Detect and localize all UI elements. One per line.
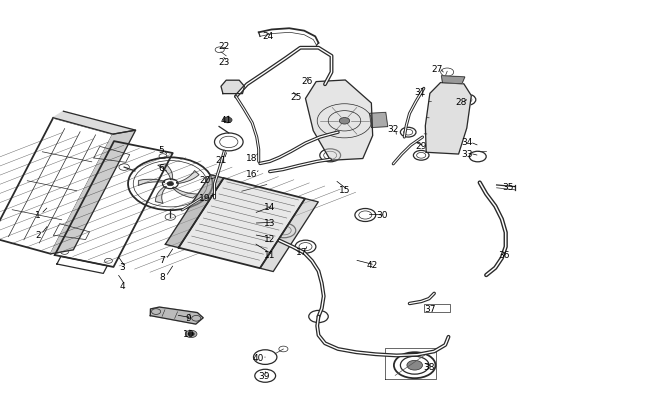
Text: 11: 11 [264,251,276,260]
Text: 30: 30 [376,211,388,220]
Text: 15: 15 [339,186,350,195]
Polygon shape [150,307,203,324]
Polygon shape [441,77,465,85]
Polygon shape [221,81,244,94]
Text: 6: 6 [159,164,164,173]
Text: 35: 35 [502,183,514,192]
Polygon shape [53,112,136,135]
Circle shape [162,179,178,189]
Circle shape [223,118,232,124]
Circle shape [167,182,174,186]
Polygon shape [370,113,387,128]
Polygon shape [51,131,136,254]
Text: 9: 9 [186,313,191,322]
Text: 41: 41 [220,116,232,125]
Text: 8: 8 [160,273,165,281]
Text: 24: 24 [263,32,274,41]
Text: 3: 3 [120,263,125,272]
Text: 13: 13 [264,218,276,227]
Text: 22: 22 [218,42,229,51]
Text: 14: 14 [264,202,276,211]
Text: 27: 27 [431,64,443,73]
Text: 23: 23 [218,58,229,67]
Polygon shape [165,175,224,248]
Polygon shape [158,164,172,180]
Text: 34: 34 [461,138,473,147]
Text: 33: 33 [461,149,473,158]
Text: 32: 32 [387,125,398,134]
Text: 36: 36 [498,251,510,260]
Text: 42: 42 [366,261,378,270]
Text: 2: 2 [35,230,40,239]
Text: 7: 7 [160,256,165,264]
Text: 29: 29 [415,142,427,151]
Polygon shape [179,179,305,269]
Text: 31: 31 [414,88,426,97]
Polygon shape [172,188,198,198]
Circle shape [407,360,422,370]
Circle shape [188,332,194,336]
Text: 17: 17 [296,247,307,256]
Text: 25: 25 [290,93,302,102]
Text: 38: 38 [423,362,435,371]
Polygon shape [177,171,199,184]
Text: 28: 28 [456,98,467,107]
Text: 21: 21 [215,156,227,164]
Polygon shape [306,81,372,161]
Text: 39: 39 [258,371,270,380]
Circle shape [339,118,350,125]
Text: 26: 26 [301,77,313,85]
Text: 16: 16 [246,170,258,179]
Text: 12: 12 [264,234,276,243]
Text: 5: 5 [159,145,164,154]
Text: 40: 40 [253,353,265,362]
Polygon shape [425,83,471,155]
Polygon shape [138,180,165,186]
Text: 1: 1 [35,210,40,219]
Text: 18: 18 [246,153,258,162]
Text: 20: 20 [199,176,211,185]
Text: 4: 4 [120,281,125,290]
Text: 10: 10 [183,330,194,339]
Circle shape [185,330,197,338]
Polygon shape [260,199,318,272]
Text: 19: 19 [199,193,211,202]
Text: 37: 37 [424,304,436,313]
Polygon shape [155,187,166,204]
